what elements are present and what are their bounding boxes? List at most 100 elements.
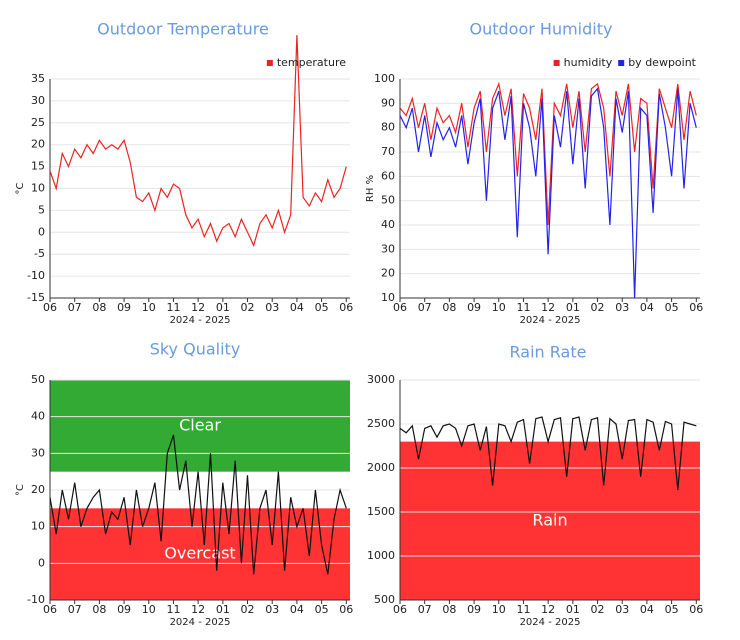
x-tick-label: 10 [492, 301, 506, 314]
y-tick-label: 10 [381, 291, 395, 304]
band [50, 508, 350, 600]
y-tick-label: -15 [27, 291, 45, 304]
band-label: Overcast [164, 544, 235, 563]
y-tick-label: 50 [31, 373, 45, 386]
y-tick-label: 10 [31, 520, 45, 533]
x-tick-label: 12 [191, 603, 205, 616]
x-tick-label: 10 [492, 603, 506, 616]
chart-panel: Outdoor Humidity 10 20 30 40 50 60 70 80 90 100 06 0… [365, 20, 703, 327]
x-tick-label: 12 [191, 301, 205, 314]
x-tick-label: 06 [689, 603, 703, 616]
y-tick-label: 35 [31, 72, 45, 85]
y-tick-label: 40 [381, 218, 395, 231]
y-tick-label: 2500 [367, 417, 395, 430]
chart-panel: Sky QualityClearOvercast-100102030405006… [15, 340, 353, 629]
x-tick-label: 05 [315, 301, 329, 314]
band [50, 380, 350, 472]
x-tick-label: 12 [541, 603, 555, 616]
y-tick-label: 20 [381, 267, 395, 280]
x-tick-label: 11 [166, 301, 180, 314]
x-tick-label: 07 [418, 603, 432, 616]
x-tick-label: 11 [166, 603, 180, 616]
x-axis-label: 2024 - 2025 [170, 315, 231, 326]
y-tick-label: 20 [31, 138, 45, 151]
y-tick-label: 50 [381, 194, 395, 207]
series-line [50, 434, 347, 575]
series-line [50, 35, 347, 248]
y-tick-label: 10 [31, 182, 45, 195]
y-tick-label: 90 [381, 96, 395, 109]
x-axis-label: 2024 - 2025 [520, 617, 581, 628]
y-axis-label: °C [15, 484, 26, 496]
x-tick-label: 08 [442, 603, 456, 616]
x-tick-label: 06 [43, 603, 57, 616]
x-tick-label: 06 [689, 301, 703, 314]
x-tick-label: 05 [665, 301, 679, 314]
x-tick-label: 10 [142, 301, 156, 314]
y-tick-label: 0 [38, 225, 45, 238]
x-tick-label: 04 [290, 603, 304, 616]
y-tick-label: -10 [27, 593, 45, 606]
x-tick-label: 12 [541, 301, 555, 314]
x-tick-label: 05 [665, 603, 679, 616]
x-tick-label: 01 [216, 301, 230, 314]
x-tick-label: 06 [339, 301, 353, 314]
x-tick-label: 04 [290, 301, 304, 314]
x-tick-label: 07 [418, 301, 432, 314]
x-tick-label: 02 [241, 301, 255, 314]
x-tick-label: 10 [142, 603, 156, 616]
legend-label: temperature [277, 56, 346, 69]
x-tick-label: 02 [591, 603, 605, 616]
chart-title: Sky Quality [150, 340, 241, 359]
y-tick-label: 3000 [367, 373, 395, 386]
legend-label: humidity [564, 56, 613, 69]
x-tick-label: 06 [43, 301, 57, 314]
y-tick-label: 5 [38, 203, 45, 216]
x-tick-label: 06 [339, 603, 353, 616]
x-tick-label: 06 [393, 301, 407, 314]
y-axis-label: RH % [365, 175, 376, 202]
y-tick-label: 1500 [367, 505, 395, 518]
y-tick-label: 70 [381, 145, 395, 158]
x-tick-label: 01 [566, 603, 580, 616]
y-tick-label: 25 [31, 116, 45, 129]
legend-swatch [266, 60, 273, 66]
legend-swatch [553, 60, 560, 66]
chart-title: Rain Rate [510, 343, 587, 362]
chart-panel: Rain Rate Rain 500 1000 1500 2000 2500 3000 06 07… [367, 343, 703, 629]
y-tick-label: 2000 [367, 461, 395, 474]
chart-title: Outdoor Humidity [470, 20, 613, 39]
legend-swatch [618, 60, 625, 66]
x-tick-label: 03 [615, 301, 629, 314]
x-tick-label: 01 [216, 603, 230, 616]
y-tick-label: 100 [374, 72, 395, 85]
x-tick-label: 11 [516, 301, 530, 314]
y-tick-label: 80 [381, 121, 395, 134]
x-axis-label: 2024 - 2025 [170, 617, 231, 628]
x-tick-label: 02 [241, 603, 255, 616]
y-tick-label: 500 [374, 593, 395, 606]
x-tick-label: 02 [591, 301, 605, 314]
band-label: Clear [179, 415, 221, 434]
x-tick-label: 03 [265, 603, 279, 616]
y-tick-label: 30 [31, 94, 45, 107]
x-tick-label: 03 [615, 603, 629, 616]
x-tick-label: 09 [117, 603, 131, 616]
y-tick-label: 0 [38, 556, 45, 569]
x-tick-label: 09 [467, 603, 481, 616]
series-line [400, 81, 697, 226]
y-tick-label: 15 [31, 160, 45, 173]
x-tick-label: 11 [516, 603, 530, 616]
x-tick-label: 01 [566, 301, 580, 314]
y-tick-label: 1000 [367, 549, 395, 562]
x-tick-label: 08 [92, 603, 106, 616]
x-tick-label: 09 [117, 301, 131, 314]
y-tick-label: -5 [34, 247, 45, 260]
x-tick-label: 03 [265, 301, 279, 314]
y-tick-label: 20 [31, 483, 45, 496]
x-tick-label: 06 [393, 603, 407, 616]
y-tick-label: 40 [31, 410, 45, 423]
x-tick-label: 08 [92, 301, 106, 314]
x-tick-label: 05 [315, 603, 329, 616]
